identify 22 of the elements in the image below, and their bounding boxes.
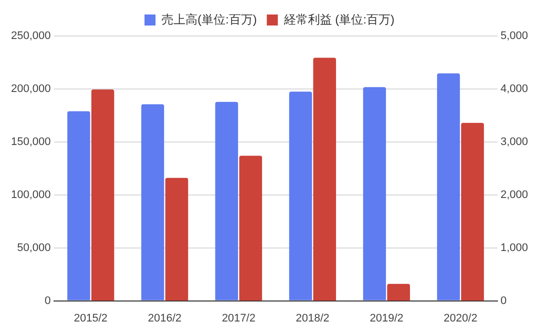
- x-tick-label: 2019/2: [370, 312, 404, 324]
- legend-label: 経常利益 (単位:百万): [282, 12, 395, 26]
- y2-tick-label: 5,000: [500, 30, 528, 42]
- y2-tick-label: 1,000: [500, 242, 528, 254]
- x-tick-label: 2015/2: [74, 312, 108, 324]
- y2-tick-label: 3,000: [500, 136, 528, 148]
- x-tick-label: 2018/2: [296, 312, 330, 324]
- y-tick-label: 250,000: [10, 30, 51, 42]
- y-tick-label: 200,000: [10, 82, 51, 95]
- x-tick-label: 2016/2: [148, 312, 182, 324]
- bar: [363, 87, 386, 300]
- y2-tick-label: 0: [500, 294, 507, 307]
- x-tick-label: 2020/2: [444, 312, 478, 324]
- y-tick-label: 100,000: [10, 188, 51, 201]
- legend-label: 売上高(単位:百万): [162, 12, 257, 26]
- y-tick-label: 50,000: [17, 242, 51, 254]
- y2-tick-label: 2,000: [500, 188, 528, 201]
- x-tick-label: 2017/2: [222, 312, 256, 324]
- y-tick-label: 0: [44, 294, 51, 307]
- y2-tick-label: 4,000: [500, 82, 528, 95]
- bar: [387, 284, 410, 301]
- y-tick-label: 150,000: [10, 136, 51, 148]
